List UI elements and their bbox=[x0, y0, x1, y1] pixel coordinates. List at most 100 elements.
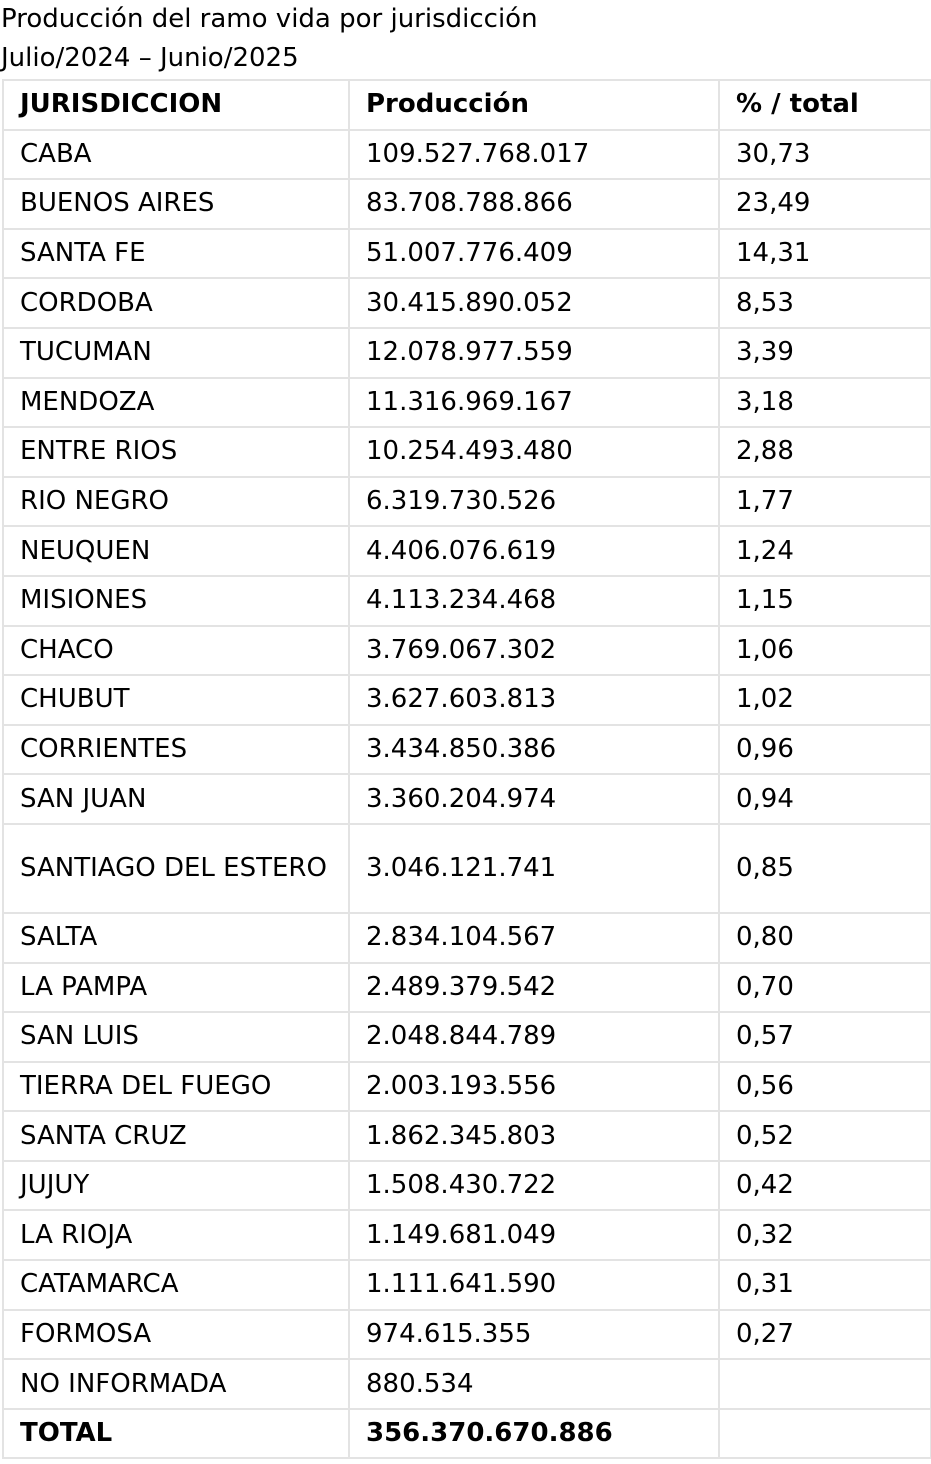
table-row: SANTIAGO DEL ESTERO 3.046.121.741 0,85 bbox=[2, 822, 931, 914]
cell-porcentaje: 3,39 bbox=[718, 326, 931, 379]
cell-jurisdiccion: ENTRE RIOS bbox=[2, 426, 350, 478]
table-row: CABA 109.527.768.017 30,73 bbox=[2, 128, 931, 181]
table-row: ENTRE RIOS 10.254.493.480 2,88 bbox=[2, 426, 931, 478]
cell-produccion: 4.113.234.468 bbox=[348, 574, 720, 627]
cell-produccion: 1.508.430.722 bbox=[348, 1159, 720, 1212]
cell-produccion: 4.406.076.619 bbox=[348, 525, 720, 577]
cell-porcentaje: 0,52 bbox=[718, 1110, 931, 1162]
cell-porcentaje: 3,18 bbox=[718, 376, 931, 429]
cell-produccion: 3.627.603.813 bbox=[348, 674, 720, 726]
table-row: TUCUMAN 12.078.977.559 3,39 bbox=[2, 326, 931, 379]
table-row: NEUQUEN 4.406.076.619 1,24 bbox=[2, 525, 931, 577]
cell-jurisdiccion: LA RIOJA bbox=[2, 1209, 350, 1262]
cell-porcentaje: 1,77 bbox=[718, 475, 931, 528]
table-row: CORDOBA 30.415.890.052 8,53 bbox=[2, 277, 931, 329]
cell-produccion: 974.615.355 bbox=[348, 1308, 720, 1361]
cell-porcentaje: 0,42 bbox=[718, 1159, 931, 1212]
total-label: TOTAL bbox=[2, 1407, 350, 1460]
cell-produccion: 1.862.345.803 bbox=[348, 1110, 720, 1162]
cell-jurisdiccion: SANTIAGO DEL ESTERO bbox=[2, 822, 350, 914]
cell-porcentaje: 1,24 bbox=[718, 525, 931, 577]
cell-jurisdiccion: TIERRA DEL FUEGO bbox=[2, 1060, 350, 1113]
title-line-2: Julio/2024 – Junio/2025 bbox=[1, 43, 299, 73]
cell-produccion: 12.078.977.559 bbox=[348, 326, 720, 379]
cell-produccion: 2.834.104.567 bbox=[348, 911, 720, 964]
cell-jurisdiccion: JUJUY bbox=[2, 1159, 350, 1212]
cell-jurisdiccion: CHUBUT bbox=[2, 674, 350, 726]
table-row: CHUBUT 3.627.603.813 1,02 bbox=[2, 674, 931, 726]
cell-produccion: 3.769.067.302 bbox=[348, 624, 720, 677]
cell-produccion: 3.434.850.386 bbox=[348, 723, 720, 776]
cell-porcentaje: 0,94 bbox=[718, 773, 931, 825]
cell-jurisdiccion: LA PAMPA bbox=[2, 961, 350, 1014]
table-total-row: TOTAL 356.370.670.886 bbox=[2, 1407, 931, 1460]
header-produccion: Producción bbox=[348, 79, 720, 131]
cell-produccion: 109.527.768.017 bbox=[348, 128, 720, 181]
cell-produccion: 3.360.204.974 bbox=[348, 773, 720, 825]
cell-jurisdiccion: MISIONES bbox=[2, 574, 350, 627]
cell-jurisdiccion: CHACO bbox=[2, 624, 350, 677]
cell-jurisdiccion: SALTA bbox=[2, 911, 350, 964]
cell-porcentaje: 30,73 bbox=[718, 128, 931, 181]
cell-porcentaje: 0,27 bbox=[718, 1308, 931, 1361]
table-row: SANTA FE 51.007.776.409 14,31 bbox=[2, 227, 931, 280]
cell-porcentaje: 23,49 bbox=[718, 178, 931, 230]
cell-produccion: 11.316.969.167 bbox=[348, 376, 720, 429]
table-row: BUENOS AIRES 83.708.788.866 23,49 bbox=[2, 178, 931, 230]
table-row: CHACO 3.769.067.302 1,06 bbox=[2, 624, 931, 677]
title-line-1: Producción del ramo vida por jurisdicció… bbox=[1, 4, 538, 34]
cell-porcentaje: 0,80 bbox=[718, 911, 931, 964]
cell-produccion: 2.489.379.542 bbox=[348, 961, 720, 1014]
table-row: MENDOZA 11.316.969.167 3,18 bbox=[2, 376, 931, 429]
cell-jurisdiccion: NEUQUEN bbox=[2, 525, 350, 577]
table-row: LA PAMPA 2.489.379.542 0,70 bbox=[2, 961, 931, 1014]
table-row: LA RIOJA 1.149.681.049 0,32 bbox=[2, 1209, 931, 1262]
cell-porcentaje: 1,06 bbox=[718, 624, 931, 677]
page-title: Producción del ramo vida por jurisdicció… bbox=[1, 0, 538, 78]
total-produccion: 356.370.670.886 bbox=[348, 1407, 720, 1460]
table-row: NO INFORMADA 880.534 bbox=[2, 1358, 931, 1410]
cell-jurisdiccion: SANTA FE bbox=[2, 227, 350, 280]
cell-jurisdiccion: TUCUMAN bbox=[2, 326, 350, 379]
cell-porcentaje: 2,88 bbox=[718, 426, 931, 478]
cell-produccion: 10.254.493.480 bbox=[348, 426, 720, 478]
table-row: CATAMARCA 1.111.641.590 0,31 bbox=[2, 1259, 931, 1311]
cell-produccion: 3.046.121.741 bbox=[348, 822, 720, 914]
cell-porcentaje: 0,56 bbox=[718, 1060, 931, 1113]
table-row: FORMOSA 974.615.355 0,27 bbox=[2, 1308, 931, 1361]
cell-porcentaje: 1,15 bbox=[718, 574, 931, 627]
cell-produccion: 880.534 bbox=[348, 1358, 720, 1410]
cell-porcentaje bbox=[718, 1358, 931, 1410]
production-table: JURISDICCION Producción % / total CABA 10… bbox=[2, 79, 931, 1460]
table-row: SALTA 2.834.104.567 0,80 bbox=[2, 911, 931, 964]
header-porcentaje: % / total bbox=[718, 79, 931, 131]
cell-porcentaje: 0,32 bbox=[718, 1209, 931, 1262]
cell-jurisdiccion: CABA bbox=[2, 128, 350, 181]
cell-porcentaje: 8,53 bbox=[718, 277, 931, 329]
table-row: RIO NEGRO 6.319.730.526 1,77 bbox=[2, 475, 931, 528]
table-row: TIERRA DEL FUEGO 2.003.193.556 0,56 bbox=[2, 1060, 931, 1113]
cell-jurisdiccion: MENDOZA bbox=[2, 376, 350, 429]
cell-porcentaje: 0,31 bbox=[718, 1259, 931, 1311]
table-row: SAN LUIS 2.048.844.789 0,57 bbox=[2, 1011, 931, 1063]
cell-produccion: 6.319.730.526 bbox=[348, 475, 720, 528]
cell-produccion: 51.007.776.409 bbox=[348, 227, 720, 280]
cell-produccion: 30.415.890.052 bbox=[348, 277, 720, 329]
cell-porcentaje: 0,96 bbox=[718, 723, 931, 776]
cell-jurisdiccion: BUENOS AIRES bbox=[2, 178, 350, 230]
cell-produccion: 1.111.641.590 bbox=[348, 1259, 720, 1311]
table-row: JUJUY 1.508.430.722 0,42 bbox=[2, 1159, 931, 1212]
cell-jurisdiccion: CORRIENTES bbox=[2, 723, 350, 776]
table-row: CORRIENTES 3.434.850.386 0,96 bbox=[2, 723, 931, 776]
table-row: SAN JUAN 3.360.204.974 0,94 bbox=[2, 773, 931, 825]
cell-porcentaje: 1,02 bbox=[718, 674, 931, 726]
table-header-row: JURISDICCION Producción % / total bbox=[2, 79, 931, 131]
cell-produccion: 2.003.193.556 bbox=[348, 1060, 720, 1113]
cell-porcentaje: 0,70 bbox=[718, 961, 931, 1014]
cell-porcentaje: 0,85 bbox=[718, 822, 931, 914]
table-row: MISIONES 4.113.234.468 1,15 bbox=[2, 574, 931, 627]
cell-jurisdiccion: CORDOBA bbox=[2, 277, 350, 329]
cell-jurisdiccion: CATAMARCA bbox=[2, 1259, 350, 1311]
table-row: SANTA CRUZ 1.862.345.803 0,52 bbox=[2, 1110, 931, 1162]
cell-porcentaje: 14,31 bbox=[718, 227, 931, 280]
